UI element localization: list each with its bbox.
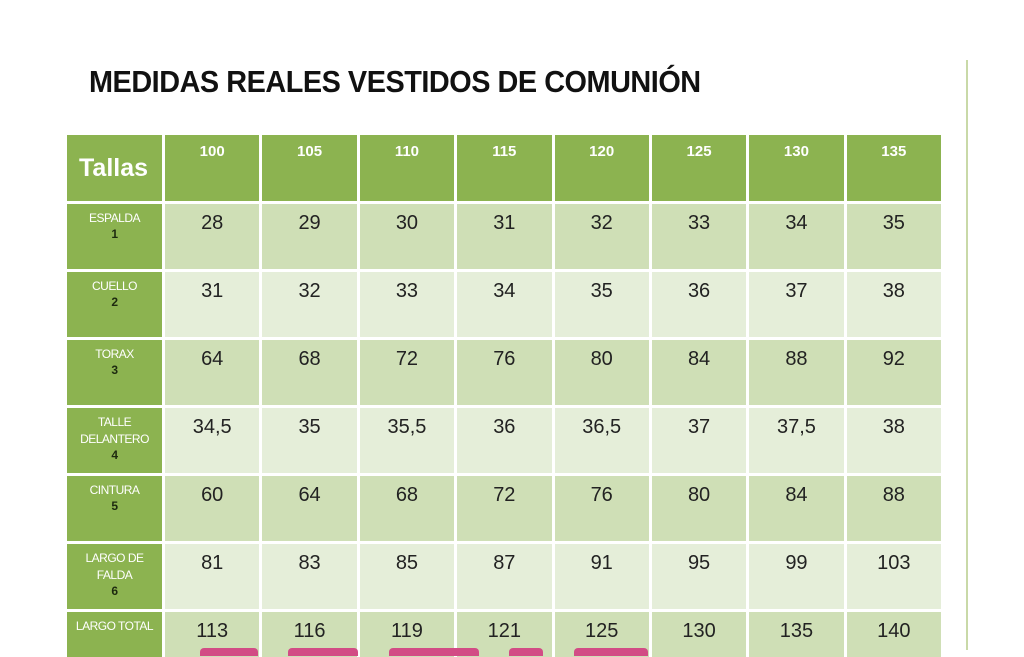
row-label: TORAX 3 [64, 337, 165, 408]
table-cell: 88 [843, 473, 945, 544]
table-row: TORAX 3 64 68 72 76 80 84 88 92 [64, 337, 945, 408]
table-cell: 34 [746, 201, 847, 272]
row-label-text: CUELLO [91, 279, 138, 293]
cropped-text-fragment [200, 648, 258, 656]
table-cell: 95 [648, 541, 750, 612]
table-cell: 37 [648, 405, 750, 476]
table-cell: 85 [356, 541, 458, 612]
size-header: 110 [356, 132, 458, 204]
table-cell: 68 [356, 473, 458, 544]
cropped-text-fragment [509, 648, 544, 656]
table-row: TALLE DELANTERO 4 34,5 35 35,5 36 36,5 3… [64, 405, 945, 476]
size-header: 115 [454, 132, 555, 204]
table-cell: 88 [746, 337, 847, 408]
table-cell: 35,5 [356, 405, 458, 476]
table-cell: 35 [843, 201, 945, 272]
corner-label: Tallas [64, 132, 165, 204]
cropped-text-fragment [573, 648, 648, 656]
table-cell: 31 [161, 269, 263, 340]
table-cell: 99 [746, 541, 847, 612]
row-label-number: 6 [111, 584, 118, 598]
table-row: ESPALDA 1 28 29 30 31 32 33 34 35 [64, 201, 945, 272]
table-cell: 30 [356, 201, 458, 272]
row-label: LARGO TOTAL [64, 609, 165, 657]
row-label-number: 3 [111, 363, 118, 377]
table-cell: 135 [746, 609, 847, 657]
table-cell: 87 [454, 541, 555, 612]
table-cell: 92 [843, 337, 945, 408]
row-label: CINTURA 5 [64, 473, 165, 544]
table-cell: 38 [843, 269, 945, 340]
size-header: 130 [746, 132, 847, 204]
table-row: LARGO DE FALDA 6 81 83 85 87 91 95 99 10… [64, 541, 945, 612]
row-label-text: LARGO TOTAL [75, 619, 154, 633]
page-title: MEDIDAS REALES VESTIDOS DE COMUNIÓN [89, 64, 701, 99]
table-cell: 81 [161, 541, 263, 612]
table-cell: 32 [551, 201, 652, 272]
table-cell: 64 [161, 337, 263, 408]
size-measurement-table: Tallas 100 105 110 115 120 125 130 135 E… [64, 132, 945, 657]
table-cell: 28 [161, 201, 263, 272]
table-cell: 84 [648, 337, 750, 408]
row-label-number: 4 [111, 448, 118, 462]
table-cell: 84 [746, 473, 847, 544]
table-cell: 35 [551, 269, 652, 340]
table-cell: 76 [454, 337, 555, 408]
size-header: 105 [259, 132, 360, 204]
row-label-text: LARGO DE FALDA [85, 551, 144, 582]
size-header: 135 [843, 132, 945, 204]
table-cell: 60 [161, 473, 263, 544]
table-cell: 38 [843, 405, 945, 476]
table-cell: 113 [161, 609, 263, 657]
row-label-number: 5 [111, 499, 118, 513]
table-cell: 140 [843, 609, 945, 657]
cropped-bottom-text [200, 642, 800, 657]
size-header: 120 [551, 132, 652, 204]
table-cell: 76 [551, 473, 652, 544]
table-cell: 33 [648, 201, 750, 272]
table-cell: 91 [551, 541, 652, 612]
table-cell: 80 [648, 473, 750, 544]
row-label-number: 1 [111, 227, 118, 241]
table-cell: 36 [648, 269, 750, 340]
table-cell: 33 [356, 269, 458, 340]
table-cell: 37 [746, 269, 847, 340]
row-label-text: CINTURA [89, 483, 140, 497]
table-row: CUELLO 2 31 32 33 34 35 36 37 38 [64, 269, 945, 340]
table-cell: 29 [259, 201, 360, 272]
row-label: CUELLO 2 [64, 269, 165, 340]
table-cell: 35 [259, 405, 360, 476]
table-cell: 31 [454, 201, 555, 272]
row-label-text: TALLE DELANTERO [80, 415, 149, 446]
table-cell: 80 [551, 337, 652, 408]
table-cell: 130 [648, 609, 750, 657]
table-cell: 72 [454, 473, 555, 544]
row-label-text: TORAX [95, 347, 134, 361]
cropped-text-fragment [288, 648, 359, 656]
row-label: LARGO DE FALDA 6 [64, 541, 165, 612]
table-cell: 72 [356, 337, 458, 408]
table-cell: 83 [259, 541, 360, 612]
table-cell: 36,5 [551, 405, 652, 476]
cropped-text-fragment [388, 648, 479, 656]
table-cell: 103 [843, 541, 945, 612]
table-header-row: Tallas 100 105 110 115 120 125 130 135 [64, 132, 945, 204]
size-header: 100 [161, 132, 263, 204]
table-cell: 37,5 [746, 405, 847, 476]
row-label: ESPALDA 1 [64, 201, 165, 272]
row-label-number: 2 [111, 295, 118, 309]
table-cell: 34,5 [161, 405, 263, 476]
table-cell: 36 [454, 405, 555, 476]
table-row: CINTURA 5 60 64 68 72 76 80 84 88 [64, 473, 945, 544]
right-edge-rule [966, 60, 968, 650]
table-cell: 34 [454, 269, 555, 340]
table-row: LARGO TOTAL 113 116 119 121 125 130 135 … [64, 609, 945, 657]
table-cell: 64 [259, 473, 360, 544]
row-label-text: ESPALDA [89, 211, 140, 225]
table-cell: 32 [259, 269, 360, 340]
size-header: 125 [648, 132, 750, 204]
row-label: TALLE DELANTERO 4 [64, 405, 165, 476]
table-cell: 68 [259, 337, 360, 408]
